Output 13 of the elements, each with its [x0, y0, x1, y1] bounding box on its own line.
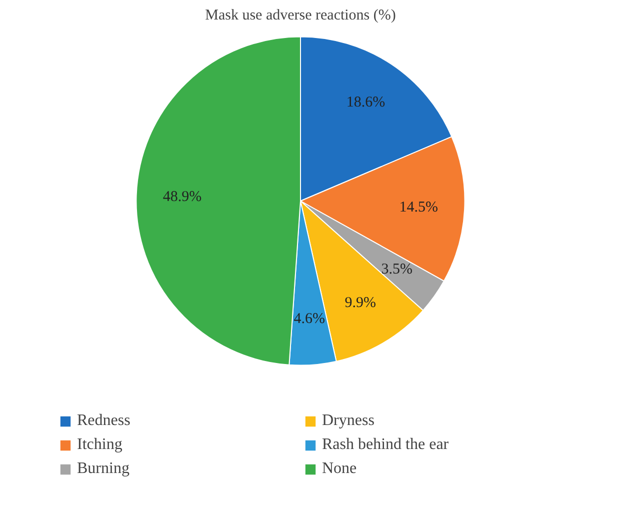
legend-label: Itching [77, 436, 124, 454]
data-label: 9.9% [344, 295, 376, 311]
data-label: 3.5% [381, 262, 412, 278]
data-label: 14.5% [399, 199, 438, 216]
data-label: 4.6% [294, 310, 326, 327]
data-label: 48.9% [162, 188, 202, 205]
chart-title: Mask use adverse reactions (%) [205, 8, 396, 24]
legend-label: Redness [77, 412, 132, 430]
legend-label: None [322, 460, 358, 478]
legend-label: Dryness [322, 412, 376, 430]
legend-label: Burning [77, 460, 130, 478]
legend-label: Rash behind the ear [322, 436, 450, 454]
data-label: 18.6% [346, 94, 386, 110]
